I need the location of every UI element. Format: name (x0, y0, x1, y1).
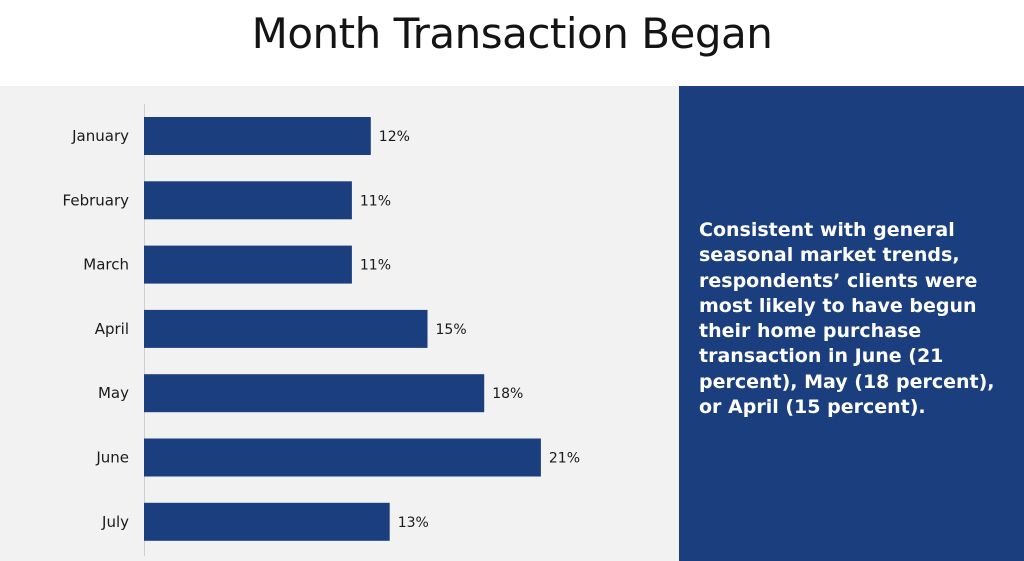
category-label: March (83, 256, 129, 274)
data-label: 11% (360, 193, 391, 209)
data-label: 21% (549, 451, 580, 467)
data-label: 12% (379, 129, 410, 145)
category-label: February (63, 191, 130, 209)
data-label: 13% (398, 515, 429, 531)
bar-chart: January 12% February 11% March 11% April 15% May… (63, 104, 580, 556)
category-label: June (95, 449, 129, 467)
data-label: 15% (436, 322, 467, 338)
data-label: 18% (492, 386, 523, 402)
bar-june (144, 438, 541, 477)
data-label: 11% (360, 258, 391, 274)
chart-panel: January 12% February 11% March 11% April 15% May… (0, 86, 679, 561)
bar-february (144, 181, 352, 220)
bar-march (144, 245, 352, 284)
summary-text: Consistent with general seasonal market … (699, 219, 995, 419)
bar-may (144, 374, 485, 413)
bar-july (144, 502, 390, 541)
summary-panel: Consistent with general seasonal market … (679, 86, 1024, 561)
bar-april (144, 309, 428, 348)
category-label: January (71, 127, 129, 145)
category-label: May (98, 384, 129, 402)
category-label: July (101, 513, 129, 531)
bars-group: January 12% February 11% March 11% April 15% May… (63, 117, 580, 541)
bar-january (144, 117, 371, 155)
page-title: Month Transaction Began (251, 9, 773, 58)
category-label: April (95, 320, 129, 338)
